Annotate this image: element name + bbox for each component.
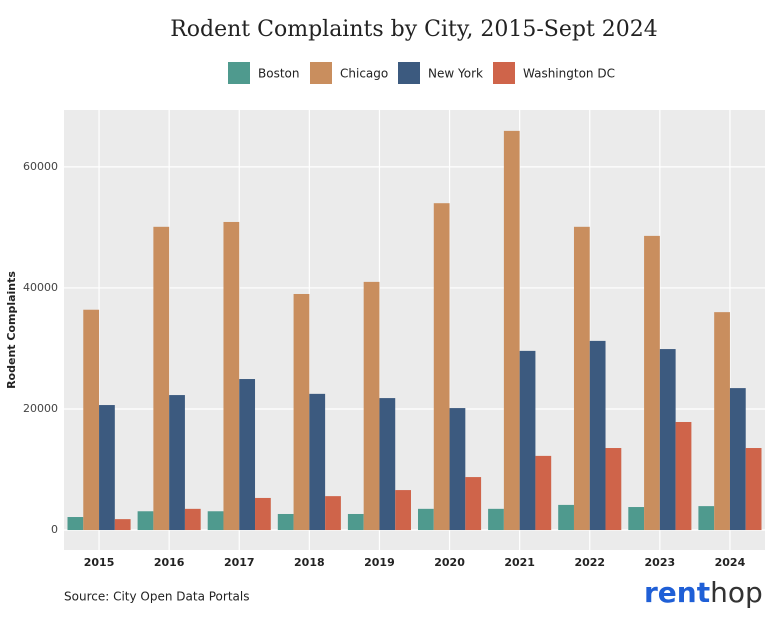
chart-title: Rodent Complaints by City, 2015-Sept 202… bbox=[170, 17, 658, 42]
x-tick-label: 2022 bbox=[574, 556, 605, 569]
bar bbox=[169, 395, 185, 531]
legend-label: New York bbox=[428, 67, 483, 81]
bar bbox=[589, 340, 606, 531]
logo: renthop bbox=[644, 576, 763, 609]
bar bbox=[379, 398, 396, 531]
bar bbox=[347, 513, 364, 531]
bar bbox=[433, 203, 450, 531]
logo-second: hop bbox=[710, 576, 763, 609]
legend-key bbox=[310, 62, 332, 84]
bar bbox=[255, 497, 271, 531]
bar bbox=[503, 130, 520, 531]
legend-label: Boston bbox=[258, 67, 299, 81]
bar bbox=[418, 508, 434, 531]
bar bbox=[325, 496, 341, 531]
legend-key bbox=[398, 62, 420, 84]
legend-key bbox=[493, 62, 515, 84]
legend-label: Chicago bbox=[340, 67, 388, 81]
x-tick-label: 2023 bbox=[645, 556, 676, 569]
x-tick-label: 2020 bbox=[434, 556, 465, 569]
bar bbox=[207, 511, 224, 531]
bar bbox=[395, 490, 411, 531]
bar bbox=[714, 312, 730, 531]
bar bbox=[558, 504, 574, 531]
bar bbox=[277, 513, 294, 531]
logo-first: rent bbox=[644, 576, 710, 609]
bar bbox=[698, 506, 715, 531]
bar bbox=[573, 226, 590, 531]
y-tick-label: 0 bbox=[51, 523, 58, 536]
legend-label: Washington DC bbox=[523, 67, 615, 81]
bar bbox=[363, 281, 380, 531]
bar bbox=[83, 309, 100, 531]
y-tick-label: 40000 bbox=[23, 281, 58, 294]
bar bbox=[184, 508, 201, 531]
bar bbox=[293, 293, 310, 531]
x-tick-label: 2019 bbox=[364, 556, 395, 569]
bar bbox=[535, 455, 552, 531]
bar bbox=[605, 448, 622, 531]
bar bbox=[153, 226, 170, 531]
bar bbox=[745, 448, 762, 531]
bar bbox=[449, 408, 466, 531]
bar bbox=[519, 350, 536, 531]
x-tick-label: 2024 bbox=[715, 556, 746, 569]
bar bbox=[729, 388, 746, 531]
x-tick-label: 2015 bbox=[84, 556, 115, 569]
legend-key bbox=[228, 62, 250, 84]
y-tick-label: 60000 bbox=[23, 160, 58, 173]
bar bbox=[675, 421, 692, 531]
x-tick-label: 2021 bbox=[504, 556, 535, 569]
y-axis-label: Rodent Complaints bbox=[5, 271, 18, 389]
x-tick-label: 2018 bbox=[294, 556, 325, 569]
bar bbox=[99, 405, 115, 531]
bar bbox=[114, 519, 131, 531]
bar bbox=[67, 517, 84, 531]
bar bbox=[223, 221, 240, 531]
y-tick-label: 20000 bbox=[23, 402, 58, 415]
bar bbox=[628, 507, 645, 531]
x-tick-label: 2016 bbox=[154, 556, 185, 569]
x-tick-label: 2017 bbox=[224, 556, 255, 569]
bar bbox=[137, 511, 154, 531]
bar bbox=[488, 508, 504, 531]
bar bbox=[239, 379, 256, 531]
bar bbox=[309, 393, 326, 531]
bar bbox=[465, 477, 482, 531]
bar bbox=[659, 349, 676, 531]
source-note: Source: City Open Data Portals bbox=[64, 590, 249, 604]
bar bbox=[644, 235, 660, 531]
